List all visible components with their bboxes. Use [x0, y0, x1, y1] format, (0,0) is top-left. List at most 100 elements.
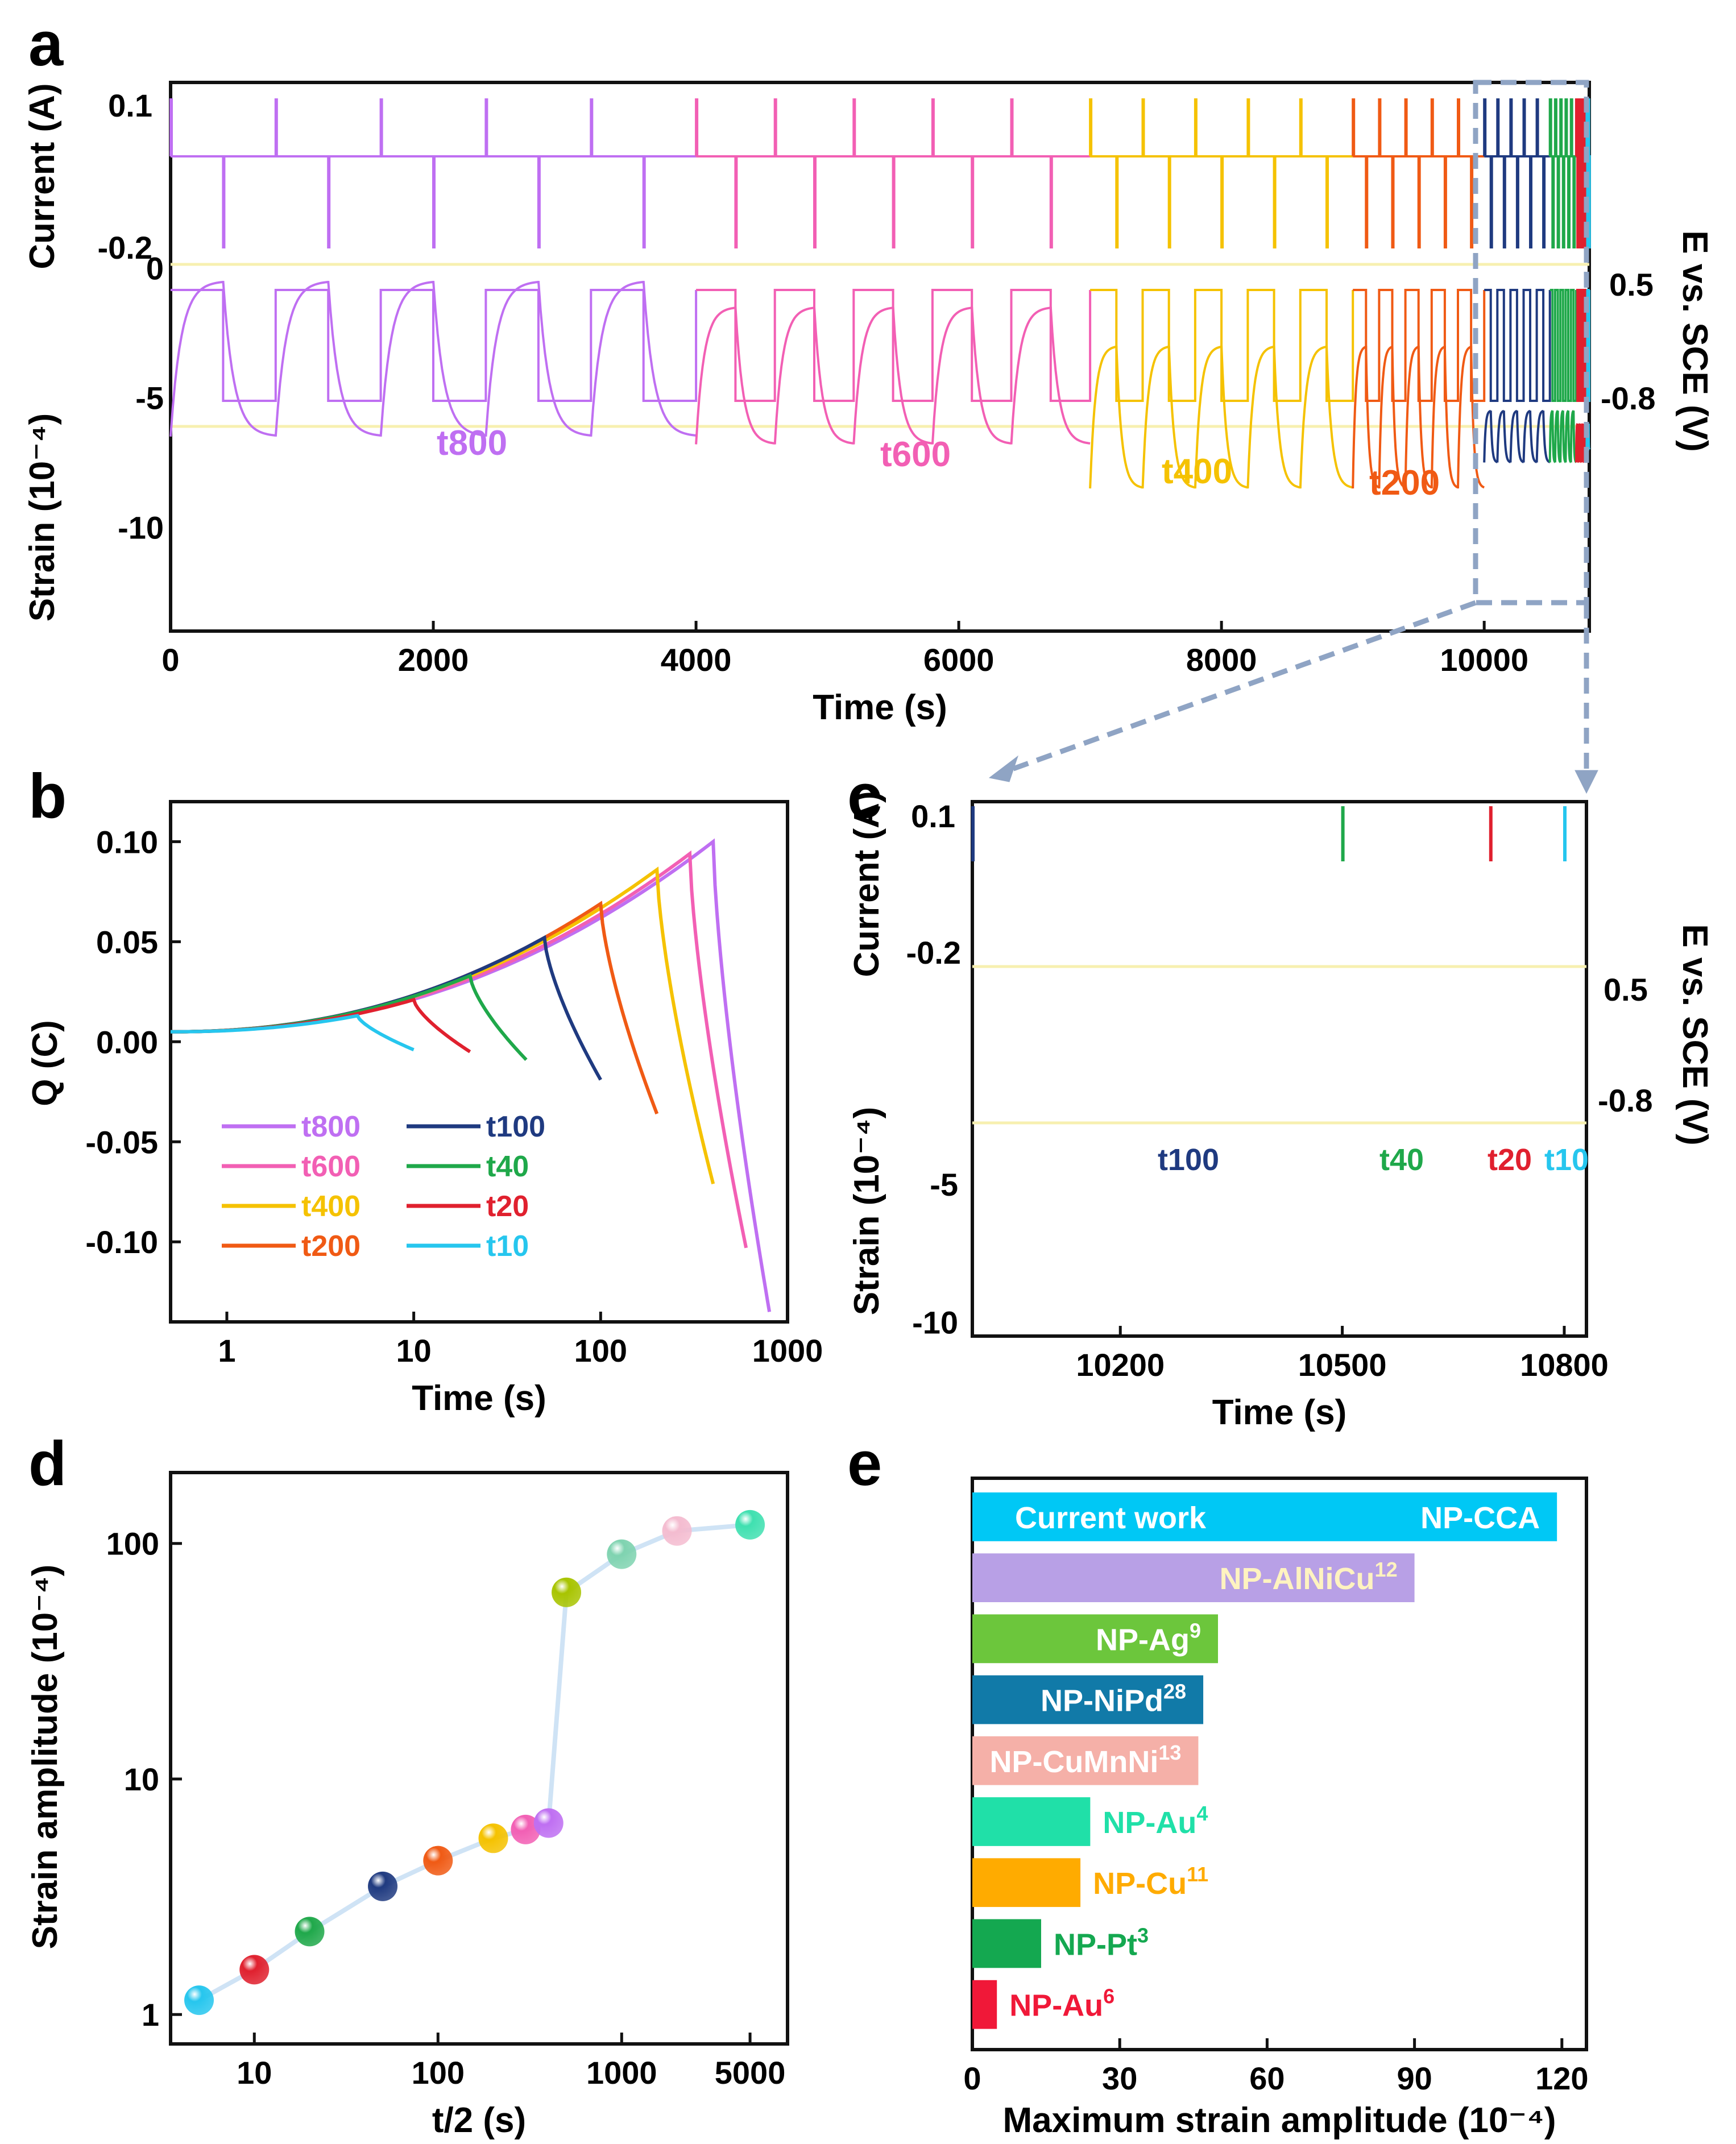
x-tick-label-e: 120 — [1535, 2060, 1588, 2096]
annotation-t600: t600 — [880, 435, 951, 474]
strain-trace-t600 — [695, 306, 1091, 445]
y-tick-label-b: -0.05 — [85, 1124, 158, 1160]
strain-tick--5: -5 — [135, 380, 164, 416]
potential-trace-t40 — [1549, 289, 1577, 402]
potential-trace-t600 — [696, 289, 1092, 402]
potential-trace-t200 — [1353, 289, 1486, 402]
x-tick-label-d: 100 — [412, 2055, 465, 2091]
strain-trace-t40 — [1548, 410, 1577, 463]
legend-label-t400: t400 — [301, 1190, 361, 1223]
strain-tick-c--5: -5 — [930, 1167, 958, 1202]
bar-label-np-cumnni: NP-CuMnNi13 — [989, 1741, 1181, 1779]
bar-label-sup: 28 — [1163, 1680, 1186, 1703]
strain-tick-0: 0 — [146, 250, 164, 286]
annotation-t800: t800 — [437, 424, 507, 463]
legend-label-t40: t40 — [486, 1150, 529, 1183]
panel-label-b: b — [28, 761, 67, 831]
current-trace-c-t10 — [1563, 806, 1567, 861]
current-tick-0.1: 0.1 — [108, 88, 152, 123]
x-tick-label-b: 10 — [396, 1333, 431, 1368]
bar-label-text: NP-Cu — [1093, 1867, 1187, 1901]
panel-label-c: c — [847, 761, 882, 831]
annotation-c-t10: t10 — [1544, 1143, 1589, 1177]
q-curve-t200 — [171, 901, 659, 1115]
bar-label-np-nipd: NP-NiPd28 — [1041, 1680, 1186, 1718]
current-trace-t100 — [1483, 98, 1550, 248]
potential-tick-c-0.5: 0.5 — [1604, 972, 1648, 1007]
bar-np-cumnni — [972, 1736, 1199, 1785]
panel-label-d: d — [28, 1429, 67, 1499]
bar-label-sup: 13 — [1158, 1741, 1181, 1764]
x-tick-label-e: 0 — [963, 2060, 981, 2096]
bar-np-ag — [972, 1614, 1218, 1664]
annotation-t200: t200 — [1369, 463, 1440, 503]
strain-trace-t200 — [1352, 345, 1485, 489]
potential-trace-t800 — [171, 289, 698, 402]
strain-axis-label: Strain (10⁻⁴) — [23, 413, 62, 622]
bar-label-sup: 3 — [1137, 1923, 1149, 1947]
potential-axis-label-c: E vs. SCE (V) — [1675, 924, 1714, 1145]
bar-label-np-cca: NP-CCA — [1420, 1501, 1540, 1535]
x-tick-label-b: 1000 — [752, 1333, 823, 1368]
panel-e-chart: NP-CCA Current work NP-AlNiCu12 NP-Ag9 NP-Ni… — [963, 1477, 1589, 2140]
x-tick-label-b: 100 — [574, 1333, 627, 1368]
potential-tick-c--0.8: -0.8 — [1598, 1083, 1653, 1118]
guide-line-left — [1000, 600, 1477, 776]
zoom-guides — [988, 600, 1598, 794]
q-curve-t10 — [171, 1014, 415, 1052]
data-point — [511, 1814, 541, 1844]
potential-trace-t100 — [1484, 289, 1551, 402]
data-point — [423, 1846, 453, 1876]
y-tick-label-d: 10 — [124, 1761, 159, 1797]
bar-np-au — [972, 1797, 1091, 1846]
strain-tick-c--10: -10 — [912, 1305, 958, 1341]
legend-label-t600: t600 — [301, 1150, 361, 1183]
bar-label-np-cu: NP-Cu11 — [1093, 1863, 1208, 1901]
x-tick-label-a: 0 — [161, 642, 179, 678]
data-point — [533, 1808, 564, 1838]
bar-label-sup: 6 — [1103, 1985, 1114, 2008]
current-trace-t400 — [1089, 98, 1353, 248]
x-tick-label-c: 10800 — [1520, 1347, 1609, 1383]
y-tick-label-b: 0.05 — [96, 924, 158, 960]
data-point — [735, 1509, 765, 1540]
bar-label-text: NP-NiPd — [1041, 1684, 1163, 1718]
y-tick-label-b: 0.10 — [96, 824, 158, 860]
current-trace-t200 — [1352, 98, 1485, 248]
bar-label-np-au: NP-Au6 — [1009, 1985, 1114, 2023]
annotation-c-t100: t100 — [1158, 1143, 1219, 1177]
current-trace-t40 — [1548, 98, 1576, 248]
current-trace-c-t100 — [971, 806, 975, 861]
panel-label-e: e — [847, 1429, 882, 1499]
panel-b-frame — [169, 800, 789, 1324]
current-axis-label: Current (A) — [23, 83, 62, 269]
y-tick-label-b: 0.00 — [96, 1024, 158, 1060]
current-axis-label-c: Current (A) — [847, 791, 886, 977]
data-point — [662, 1516, 692, 1546]
bar-label-np-au: NP-Au4 — [1103, 1802, 1208, 1840]
strain-trace-t800 — [169, 280, 697, 437]
potential-tick-0.5: 0.5 — [1609, 267, 1654, 302]
x-tick-label-c: 10200 — [1076, 1347, 1165, 1383]
legend-label-t100: t100 — [486, 1110, 545, 1143]
bar-np-cu — [972, 1858, 1081, 1907]
bar-np-au — [972, 1980, 997, 2029]
x-tick-label-a: 4000 — [661, 642, 732, 678]
x-tick-label-a: 10000 — [1440, 642, 1528, 678]
panel-d-chart: 1 10 100 10 100 1000 5000 t/2 (s) Strain amplitu… — [26, 1471, 789, 2140]
y-tick-label-d: 1 — [142, 1997, 159, 2033]
potential-trace-t400 — [1090, 289, 1354, 402]
potential-tick--0.8: -0.8 — [1601, 380, 1656, 416]
strain-axis-label-c: Strain (10⁻⁴) — [847, 1107, 886, 1316]
current-tick-c--0.2: -0.2 — [906, 935, 962, 971]
bar-label-sup: 9 — [1190, 1619, 1201, 1642]
x-axis-label-a: Time (s) — [813, 688, 947, 727]
annotation-t400: t400 — [1162, 452, 1232, 491]
current-tick-c-0.1: 0.1 — [911, 798, 955, 834]
bar-label-np-pt: NP-Pt3 — [1054, 1923, 1149, 1961]
x-tick-label-e: 30 — [1102, 2060, 1137, 2096]
bar-np-nipd — [972, 1675, 1204, 1724]
bar-label-np-ag: NP-Ag9 — [1096, 1619, 1201, 1657]
x-tick-label-d: 10 — [237, 2055, 272, 2091]
